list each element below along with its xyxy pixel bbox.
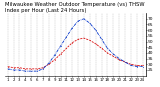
Text: Milwaukee Weather Outdoor Temperature (vs) THSW Index per Hour (Last 24 Hours): Milwaukee Weather Outdoor Temperature (v… — [5, 2, 144, 13]
